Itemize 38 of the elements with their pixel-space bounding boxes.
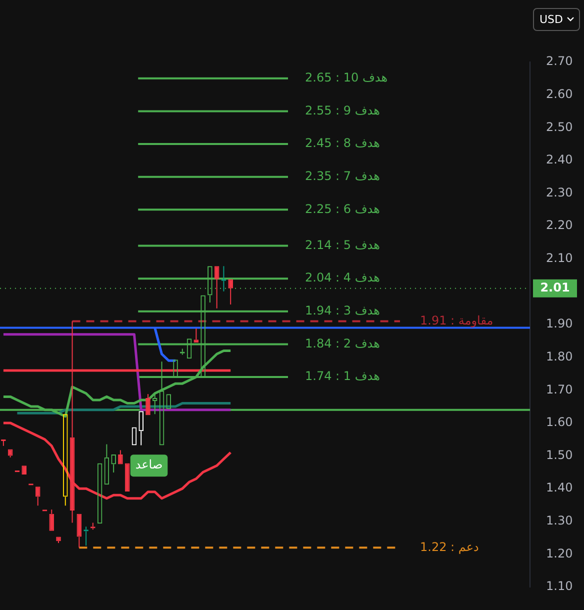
y-tick-label: 2.10 [546,251,573,265]
ref-line-label: هدف 4 : 2.04 [305,270,380,285]
y-tick-label: 1.50 [546,448,573,462]
ref-line-label: هدف 6 : 2.25 [305,202,380,216]
candlestick [228,279,233,305]
ref-line-label: هدف 1 : 1.74 [305,369,380,384]
ref-line-label: هدف 5 : 2.14 [305,238,380,252]
y-tick-label: 2.20 [546,218,573,232]
y-tick-label: 2.60 [546,86,573,101]
ref-line-label: دعم : 1.22 [420,540,479,554]
ref-line-label: هدف 9 : 2.55 [305,103,380,118]
y-tick-label: 1.70 [546,382,573,396]
y-tick-label: 2.70 [546,54,573,68]
y-tick-label: 1.10 [546,579,573,594]
ref-line-label: هدف 3 : 1.94 [305,304,380,318]
ref-line-label: 2.01 [540,280,570,295]
ref-line-label: هدف 7 : 2.35 [305,168,380,183]
y-tick-label: 2.40 [546,152,573,167]
candlestick [118,450,123,464]
candlestick [49,509,54,531]
y-tick-label: 1.80 [546,349,573,364]
y-tick-label: 1.60 [546,415,573,430]
annotation: صاعد [135,458,163,472]
y-tick-label: 1.90 [546,316,573,331]
candlestick [56,536,61,544]
ref-line-label: هدف 2 : 1.84 [305,336,380,350]
ref-line-label: هدف 10 : 2.65 [305,70,388,85]
y-tick-label: 1.30 [546,514,573,528]
ref-line-label: مقاومة : 1.91 [420,313,494,328]
y-tick-label: 1.40 [546,480,573,495]
y-tick-label: 2.50 [546,120,573,134]
y-tick-label: 2.30 [546,185,573,200]
ref-line-label: هدف 8 : 2.45 [305,136,380,150]
candlestick [146,394,150,416]
candlestick [194,328,199,343]
currency-dropdown: USD [533,8,580,31]
y-tick-label: 1.20 [546,546,573,560]
candlestick [35,486,40,506]
